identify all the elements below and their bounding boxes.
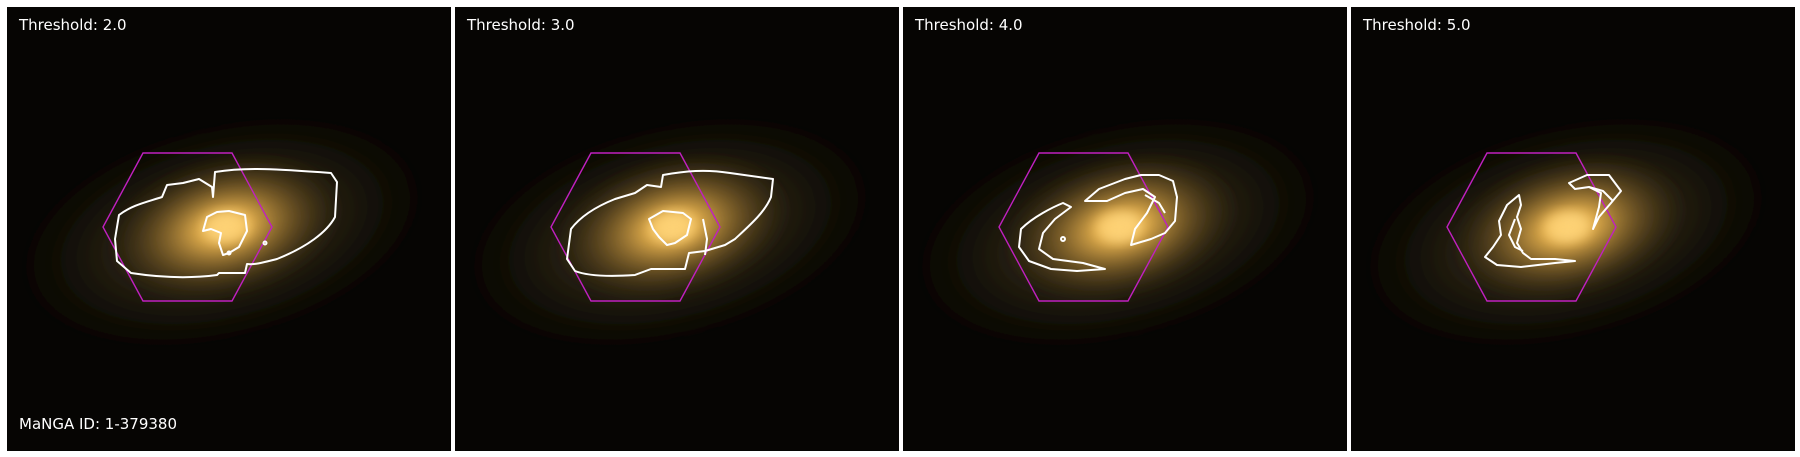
manga-id-label: MaNGA ID: 1-379380 bbox=[19, 415, 178, 433]
galaxy-image bbox=[903, 7, 1347, 451]
panel-threshold-3: Threshold: 3.0 bbox=[455, 7, 899, 451]
panel-threshold-5: Threshold: 5.0 bbox=[1351, 7, 1795, 451]
threshold-label: Threshold: 2.0 bbox=[19, 16, 127, 34]
contour-lines bbox=[566, 169, 774, 277]
galaxy-image bbox=[455, 7, 899, 451]
contour-lines bbox=[1484, 174, 1622, 268]
threshold-label: Threshold: 3.0 bbox=[467, 16, 575, 34]
ifu-hexagon bbox=[550, 152, 721, 302]
threshold-label: Threshold: 4.0 bbox=[915, 16, 1023, 34]
panel-threshold-4: Threshold: 4.0 bbox=[903, 7, 1347, 451]
contour-lines bbox=[114, 168, 338, 279]
ifu-hexagon bbox=[998, 152, 1169, 302]
contour-lines bbox=[1018, 174, 1178, 272]
ifu-hexagon bbox=[102, 152, 273, 302]
threshold-label: Threshold: 5.0 bbox=[1363, 16, 1471, 34]
panel-threshold-2: Threshold: 2.0 MaNGA ID: 1-379380 bbox=[7, 7, 451, 451]
ifu-hexagon bbox=[1446, 152, 1617, 302]
galaxy-image bbox=[1351, 7, 1795, 451]
galaxy-image bbox=[7, 7, 451, 451]
